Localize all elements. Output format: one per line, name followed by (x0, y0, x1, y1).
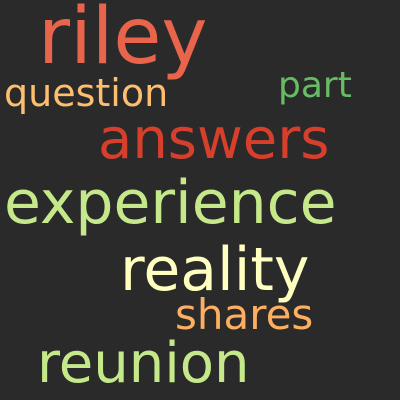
word-question: question (4, 71, 169, 115)
word-reunion: reunion (37, 331, 250, 396)
word-part: part (278, 65, 352, 106)
word-shares: shares (175, 290, 314, 339)
word-experience: experience (4, 168, 337, 238)
word-answers: answers (98, 107, 330, 172)
word-reality: reality (120, 235, 310, 305)
word-riley: riley (38, 0, 208, 82)
